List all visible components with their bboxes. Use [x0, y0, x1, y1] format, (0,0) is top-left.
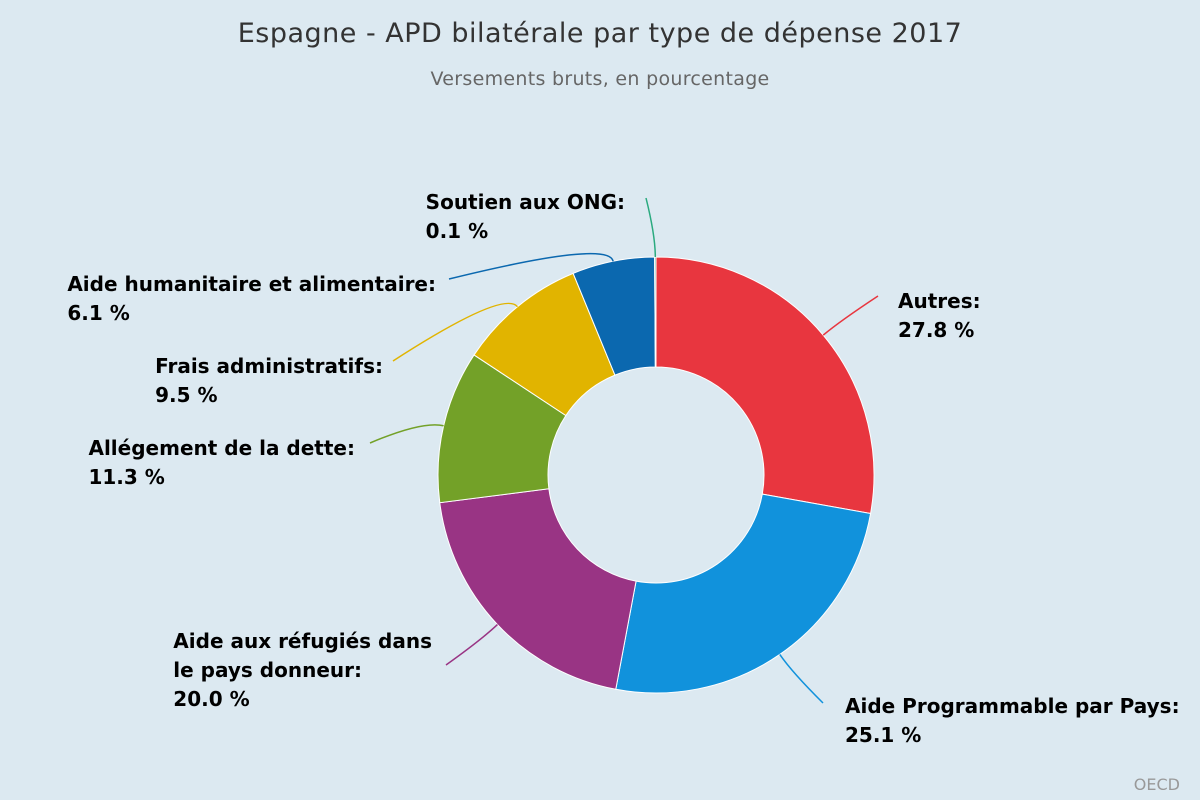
slice-category-label: Autres:	[898, 289, 981, 313]
slice-value-label: 0.1 %	[426, 219, 488, 243]
slice-label-2: Aide aux réfugiés dans le pays donneur: 20…	[173, 629, 432, 711]
chart-subtitle: Versements bruts, en pourcentage	[430, 68, 769, 90]
labels-group: Autres: 27.8 % Aide Programmable par Pays:…	[67, 190, 1179, 747]
slice-label-3: Allégement de la dette: 11.3 %	[88, 436, 355, 489]
slice-connector-0	[822, 295, 879, 336]
slice-label-4: Frais administratifs: 9.5 %	[155, 354, 383, 407]
slice-connector-2	[445, 624, 498, 666]
slice-category-label: Soutien aux ONG:	[426, 190, 625, 214]
slice-2[interactable]	[439, 488, 637, 690]
connectors-group	[369, 197, 879, 704]
slice-1[interactable]	[615, 493, 872, 694]
slice-value-label: 6.1 %	[67, 301, 129, 325]
slice-label-1: Aide Programmable par Pays: 25.1 %	[845, 694, 1180, 747]
slice-label-0: Autres: 27.8 %	[898, 289, 981, 342]
slice-label-6: Soutien aux ONG: 0.1 %	[426, 190, 625, 243]
slice-category-label: Aide humanitaire et alimentaire:	[67, 272, 436, 296]
slice-value-label: 27.8 %	[898, 318, 974, 342]
slice-category-label: le pays donneur:	[173, 658, 362, 682]
chart-title: Espagne - APD bilatérale par type de dép…	[238, 18, 963, 49]
slice-category-label: Aide aux réfugiés dans	[173, 629, 432, 653]
slice-category-label: Allégement de la dette:	[88, 436, 355, 460]
slice-category-label: Frais administratifs:	[155, 354, 383, 378]
slice-0[interactable]	[655, 256, 875, 515]
slice-connector-6	[645, 197, 657, 258]
slice-value-label: 9.5 %	[155, 383, 217, 407]
chart-credit[interactable]: OECD	[1134, 775, 1180, 794]
slice-connector-4	[392, 302, 519, 362]
slice-connector-3	[369, 424, 444, 444]
slices-group	[437, 256, 875, 694]
slice-6[interactable]	[654, 256, 657, 368]
slice-label-5: Aide humanitaire et alimentaire: 6.1 %	[67, 272, 436, 325]
slice-connector-1	[779, 654, 824, 704]
slice-category-label: Aide Programmable par Pays:	[845, 694, 1180, 718]
slice-connector-5	[448, 252, 614, 280]
slice-value-label: 20.0 %	[173, 687, 249, 711]
slice-value-label: 11.3 %	[88, 465, 164, 489]
slice-value-label: 25.1 %	[845, 723, 921, 747]
